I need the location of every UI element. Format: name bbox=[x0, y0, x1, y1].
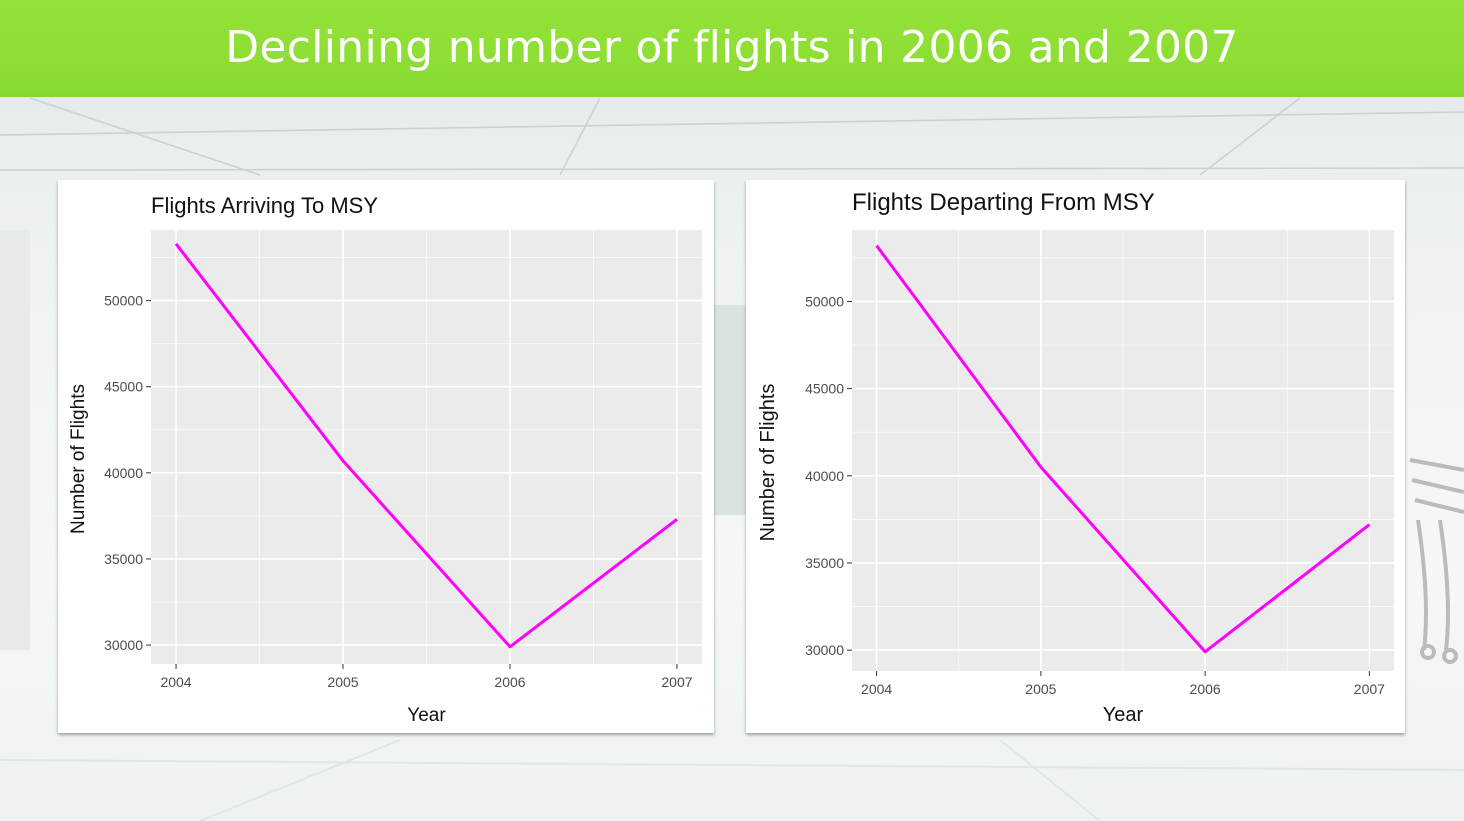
y-tick-label: 30000 bbox=[104, 637, 143, 653]
y-axis-title: Number of Flights bbox=[757, 384, 779, 542]
x-tick-label: 2005 bbox=[1025, 681, 1056, 697]
x-tick-label: 2004 bbox=[160, 674, 191, 690]
left-pillar bbox=[0, 230, 30, 650]
x-tick-label: 2005 bbox=[327, 674, 358, 690]
slide-title: Declining number of flights in 2006 and … bbox=[225, 22, 1239, 73]
y-axis-title: Number of Flights bbox=[68, 384, 89, 534]
x-axis-title: Year bbox=[407, 705, 446, 726]
chart-panel-arrivals: 2004 2005 2006 2007 50000 45000 40000 35000 3000… bbox=[58, 180, 714, 733]
y-tick-label: 50000 bbox=[104, 293, 143, 309]
center-window bbox=[714, 305, 746, 515]
y-tick-label: 30000 bbox=[805, 642, 844, 658]
y-tick-label: 40000 bbox=[104, 465, 143, 481]
ceiling-lines bbox=[0, 97, 1464, 176]
series-line bbox=[875, 244, 1371, 654]
x-tick-label: 2007 bbox=[661, 674, 692, 690]
title-banner: Declining number of flights in 2006 and … bbox=[0, 0, 1464, 97]
y-tick-label: 50000 bbox=[805, 293, 844, 309]
x-tick-label: 2007 bbox=[1354, 681, 1385, 697]
chart-panel-departures: 2004 2005 2006 2007 50000 45000 40000 35000 3000… bbox=[746, 180, 1405, 733]
y-tick-label: 35000 bbox=[805, 555, 844, 571]
series-line bbox=[174, 242, 678, 649]
y-tick-label: 45000 bbox=[805, 381, 844, 397]
y-tick-label: 35000 bbox=[104, 551, 143, 567]
y-tick-label: 45000 bbox=[104, 379, 143, 395]
arrivals-line-chart: 2004 2005 2006 2007 50000 45000 40000 35000 3000… bbox=[68, 193, 702, 726]
x-tick-label: 2004 bbox=[861, 681, 892, 697]
chart-title: Flights Arriving To MSY bbox=[151, 193, 378, 218]
x-tick-label: 2006 bbox=[494, 674, 525, 690]
luggage-carts bbox=[1409, 458, 1464, 664]
floor-reflections bbox=[0, 739, 1464, 821]
x-axis-title: Year bbox=[1103, 704, 1144, 726]
departures-line-chart: 2004 2005 2006 2007 50000 45000 40000 35000 3000… bbox=[757, 189, 1394, 726]
y-tick-label: 40000 bbox=[805, 468, 844, 484]
chart-title: Flights Departing From MSY bbox=[852, 189, 1155, 216]
x-tick-label: 2006 bbox=[1190, 681, 1221, 697]
